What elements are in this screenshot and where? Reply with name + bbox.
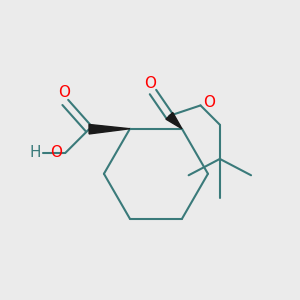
Text: O: O [144, 76, 156, 91]
Text: O: O [203, 95, 215, 110]
Text: H: H [30, 146, 41, 160]
Polygon shape [89, 124, 130, 134]
Text: O: O [50, 146, 62, 160]
Polygon shape [166, 112, 182, 129]
Text: O: O [58, 85, 70, 100]
